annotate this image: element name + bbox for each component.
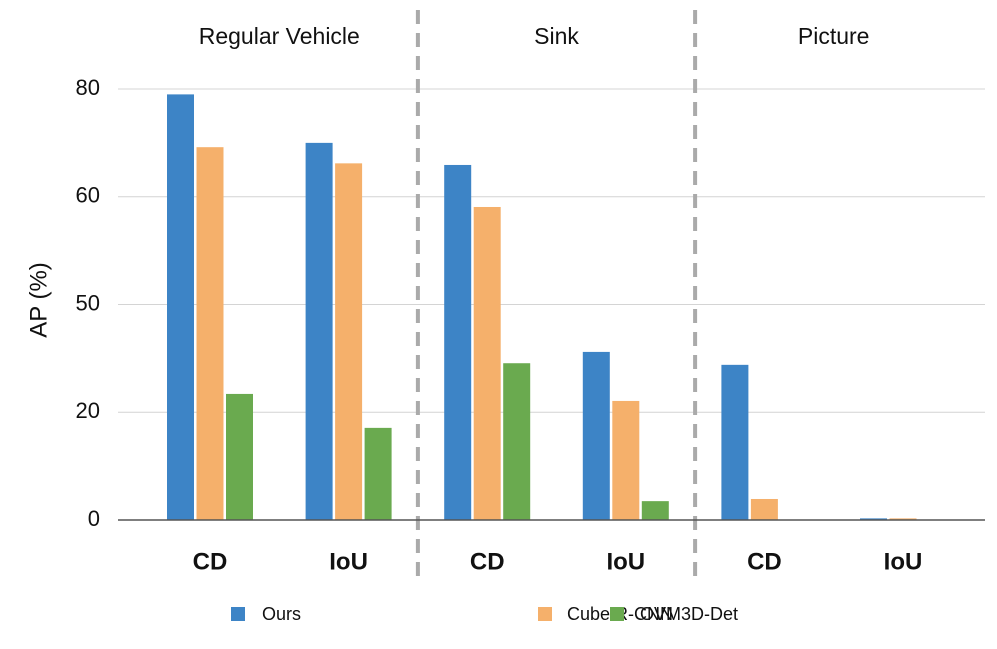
x-tick-label: IoU bbox=[884, 548, 923, 575]
y-tick-label: 0 bbox=[88, 506, 100, 531]
bar bbox=[167, 94, 194, 520]
bar bbox=[503, 363, 531, 520]
bar bbox=[889, 518, 917, 520]
x-tick-label: CD bbox=[193, 548, 228, 575]
bar bbox=[860, 518, 887, 520]
bar bbox=[335, 163, 363, 520]
x-tick-label: CD bbox=[747, 548, 782, 575]
x-tick-label: CD bbox=[470, 548, 505, 575]
bar bbox=[196, 147, 224, 520]
legend-label: Ours bbox=[262, 604, 301, 624]
group-label: Regular Vehicle bbox=[199, 23, 360, 49]
bar bbox=[641, 501, 669, 520]
bar bbox=[444, 164, 472, 520]
bar bbox=[364, 427, 392, 520]
bar bbox=[582, 351, 610, 520]
y-axis-label: AP (%) bbox=[25, 262, 52, 338]
legend-label: OVM3D-Det bbox=[640, 604, 738, 624]
group-label: Sink bbox=[534, 23, 579, 49]
y-tick-label: 60 bbox=[76, 183, 100, 208]
y-tick-label: 80 bbox=[76, 75, 100, 100]
group-label: Picture bbox=[798, 23, 870, 49]
legend-swatch bbox=[231, 607, 245, 621]
y-tick-label: 50 bbox=[76, 290, 100, 315]
bar bbox=[721, 364, 749, 520]
bar bbox=[612, 400, 640, 520]
legend-swatch bbox=[538, 607, 552, 621]
bar bbox=[750, 498, 778, 520]
bar bbox=[305, 142, 333, 520]
bar bbox=[226, 393, 253, 520]
x-tick-label: IoU bbox=[329, 548, 368, 575]
bar bbox=[473, 206, 501, 520]
y-tick-label: 20 bbox=[76, 398, 100, 423]
legend-swatch bbox=[610, 607, 624, 621]
x-tick-label: IoU bbox=[606, 548, 645, 575]
